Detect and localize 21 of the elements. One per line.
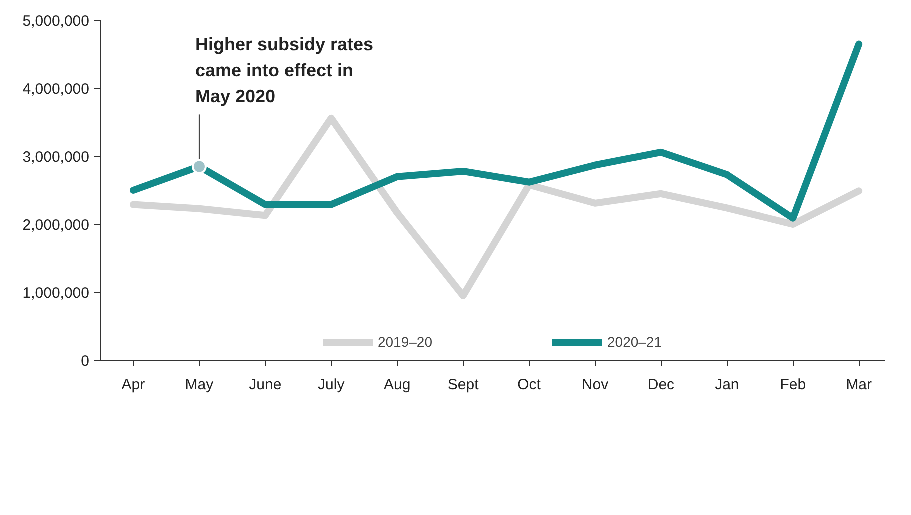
legend-label: 2019–20	[378, 334, 432, 350]
x-tick-label: June	[249, 376, 282, 394]
x-tick-label: Nov	[582, 376, 610, 394]
x-tick-label: Oct	[518, 376, 542, 394]
x-tick-label: Jan	[715, 376, 740, 394]
y-tick-label: 3,000,000	[22, 149, 90, 166]
x-tick-label: Apr	[122, 376, 146, 394]
x-tick-label: May	[185, 376, 214, 394]
y-tick-label: 1,000,000	[22, 285, 90, 302]
x-tick-label: Sept	[448, 376, 480, 394]
y-tick-label: 5,000,000	[22, 13, 90, 30]
y-tick-label: 0	[81, 353, 90, 370]
y-tick-label: 2,000,000	[22, 217, 90, 234]
annotation: Higher subsidy rates came into effect in May 2020	[195, 34, 374, 107]
x-tick-label: Dec	[648, 376, 676, 394]
x-tick-label: July	[318, 376, 346, 394]
x-tick-label: Mar	[846, 376, 872, 394]
x-tick-label: Aug	[384, 376, 411, 394]
y-tick-label: 4,000,000	[22, 81, 90, 98]
legend-label: 2020–21	[608, 334, 662, 350]
x-tick-label: Feb	[780, 376, 806, 394]
